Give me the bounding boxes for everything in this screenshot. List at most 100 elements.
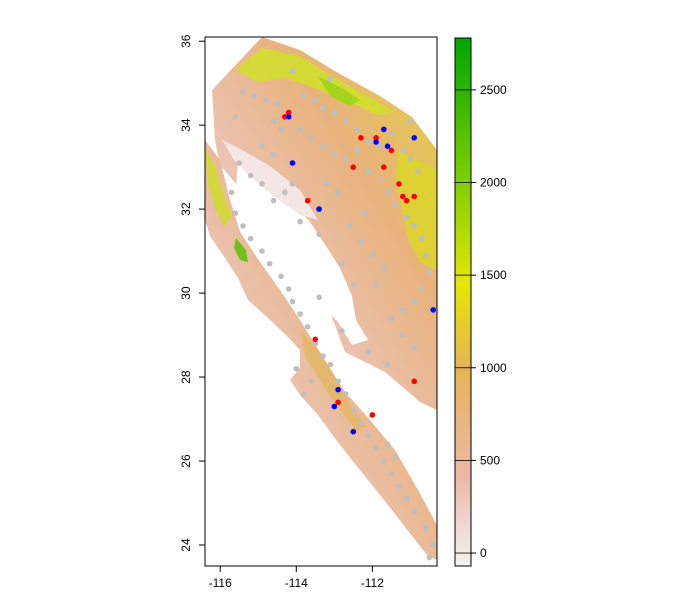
gray-point <box>384 361 391 368</box>
gray-point <box>289 181 296 187</box>
western-highlands <box>206 150 232 226</box>
gray-point <box>400 332 406 338</box>
gray-point <box>381 458 387 464</box>
gray-point <box>289 67 296 74</box>
gray-point <box>304 323 311 330</box>
y-tick-label: 32 <box>179 202 193 216</box>
blue-point <box>331 403 338 410</box>
gray-point <box>335 189 341 196</box>
gray-point <box>430 542 437 548</box>
blue-point <box>335 386 341 393</box>
gray-point <box>388 470 395 477</box>
gray-point <box>240 88 246 95</box>
gray-point <box>282 189 288 196</box>
gray-point <box>240 223 246 229</box>
gray-point <box>350 281 357 288</box>
gray-point <box>342 118 349 124</box>
gray-point <box>358 239 364 246</box>
blue-point <box>350 428 357 435</box>
gray-point <box>365 349 372 355</box>
gray-point <box>419 286 425 292</box>
red-point <box>381 164 387 170</box>
gray-point <box>263 97 269 103</box>
terrain-layer <box>205 37 437 560</box>
gray-point <box>228 189 235 196</box>
gray-point <box>342 391 349 397</box>
gray-point <box>331 151 338 158</box>
x-tick-label: -114 <box>285 576 308 590</box>
gray-point <box>259 248 265 254</box>
gray-point <box>411 298 418 305</box>
red-point <box>400 193 406 200</box>
gray-point <box>316 231 322 238</box>
blue-point <box>289 160 296 166</box>
gray-point <box>354 126 360 133</box>
legend-tick-label: 500 <box>480 453 500 467</box>
gulf-lowlands <box>222 140 318 220</box>
blue-points-layer <box>285 114 437 435</box>
gray-point <box>320 143 326 149</box>
gray-point <box>384 441 391 448</box>
gray-point <box>327 361 334 368</box>
legend-colorbar <box>454 37 472 567</box>
gray-point <box>320 105 326 112</box>
gray-point <box>251 93 258 99</box>
western-peaks <box>234 238 248 262</box>
gulf-water <box>236 160 368 345</box>
gray-point <box>278 273 284 280</box>
gray-point <box>236 160 242 166</box>
gray-point <box>403 496 410 502</box>
red-point <box>369 412 376 418</box>
red-point <box>312 336 319 343</box>
gray-point <box>400 147 406 154</box>
red-point <box>373 135 379 141</box>
gray-point <box>339 260 345 267</box>
red-point <box>285 109 292 116</box>
red-point <box>396 181 402 187</box>
gray-point <box>323 181 330 187</box>
gray-point <box>361 210 368 217</box>
gray-point <box>422 252 429 259</box>
gray-point <box>259 181 265 187</box>
gray-point <box>247 172 254 179</box>
blue-point <box>316 206 322 212</box>
red-point <box>388 147 395 154</box>
gray-point <box>358 420 364 427</box>
y-tick-label: 26 <box>179 454 193 468</box>
gray-point <box>316 294 322 301</box>
gray-point <box>388 315 395 322</box>
gray-point <box>274 101 281 107</box>
gray-point <box>419 235 425 242</box>
legend-tick-label: 1500 <box>480 268 507 282</box>
blue-point <box>430 307 437 313</box>
legend-axis: 0 500 1000 1500 2000 2500 <box>455 83 507 560</box>
blue-point <box>285 114 292 120</box>
red-point <box>304 197 311 204</box>
gray-point <box>373 281 379 288</box>
gray-point <box>342 156 349 162</box>
gray-point <box>297 218 303 225</box>
gray-point <box>381 265 387 271</box>
elevation-legend: 0 500 1000 1500 2000 2500 <box>454 37 507 567</box>
blue-point <box>411 135 418 141</box>
red-point <box>411 193 418 200</box>
gray-point <box>312 97 319 103</box>
gray-point <box>247 235 254 242</box>
gray-points-layer <box>228 67 437 561</box>
red-point <box>350 164 357 170</box>
gray-point <box>411 508 418 515</box>
gray-point <box>354 147 360 154</box>
red-point <box>411 378 418 385</box>
gray-point <box>278 126 284 133</box>
gray-point <box>411 223 418 229</box>
gray-point <box>346 223 353 229</box>
gray-point <box>335 378 341 385</box>
gray-point <box>407 156 414 162</box>
gray-point <box>339 328 345 334</box>
gray-point <box>232 114 239 120</box>
gray-point <box>301 93 307 99</box>
peninsula-terrain <box>205 140 437 560</box>
gray-point <box>270 118 277 124</box>
gray-point <box>327 76 334 82</box>
